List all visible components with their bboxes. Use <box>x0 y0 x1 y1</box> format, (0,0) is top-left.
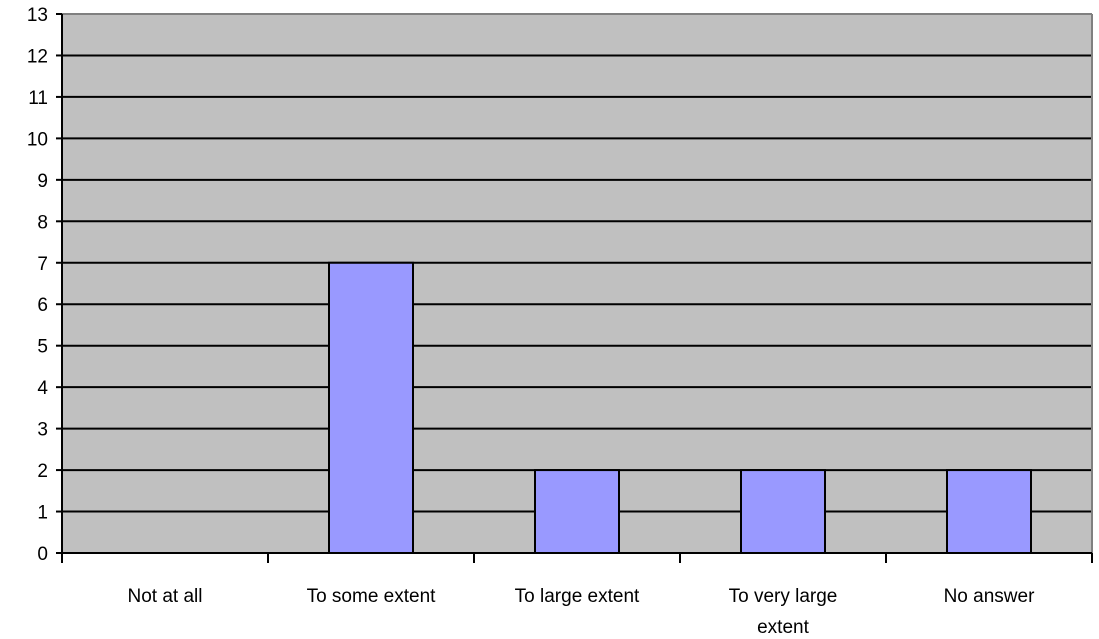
y-tick-label: 7 <box>37 254 48 275</box>
bars <box>328 261 1032 555</box>
x-category-label-line: To some extent <box>307 586 437 607</box>
x-category-label: To large extent <box>515 586 640 607</box>
x-category-label-line: No answer <box>944 586 1035 607</box>
x-axis-category-labels: Not at all To some extent To large extent T… <box>128 586 1036 638</box>
axes <box>56 13 1093 563</box>
y-tick-label: 12 <box>27 46 48 67</box>
x-category-label: To very large extent <box>729 586 838 638</box>
x-category-label-line: Not at all <box>128 586 203 607</box>
y-tick-label: 10 <box>27 129 48 150</box>
y-tick-label: 11 <box>28 88 48 109</box>
y-tick-label: 5 <box>37 337 48 358</box>
x-category-label-line: extent <box>757 617 809 638</box>
y-tick-label: 13 <box>27 5 48 26</box>
y-tick-label: 1 <box>37 503 48 524</box>
y-tick-label: 0 <box>37 544 48 565</box>
y-tick-label: 9 <box>37 171 48 192</box>
y-tick-label: 4 <box>37 378 48 399</box>
x-category-label-line: To large extent <box>515 586 640 607</box>
bar <box>328 261 414 554</box>
y-tick-label: 2 <box>37 461 48 482</box>
bar <box>534 469 620 555</box>
x-category-label-line: To very large <box>729 586 838 607</box>
x-category-label: Not at all <box>128 586 203 607</box>
bar <box>946 469 1032 555</box>
plot-area <box>62 14 1092 553</box>
x-category-label: No answer <box>944 586 1035 607</box>
y-tick-label: 3 <box>37 420 48 441</box>
bar <box>740 469 826 555</box>
y-tick-label: 8 <box>37 212 48 233</box>
x-category-label: To some extent <box>307 586 437 607</box>
y-tick-label: 6 <box>37 295 48 316</box>
